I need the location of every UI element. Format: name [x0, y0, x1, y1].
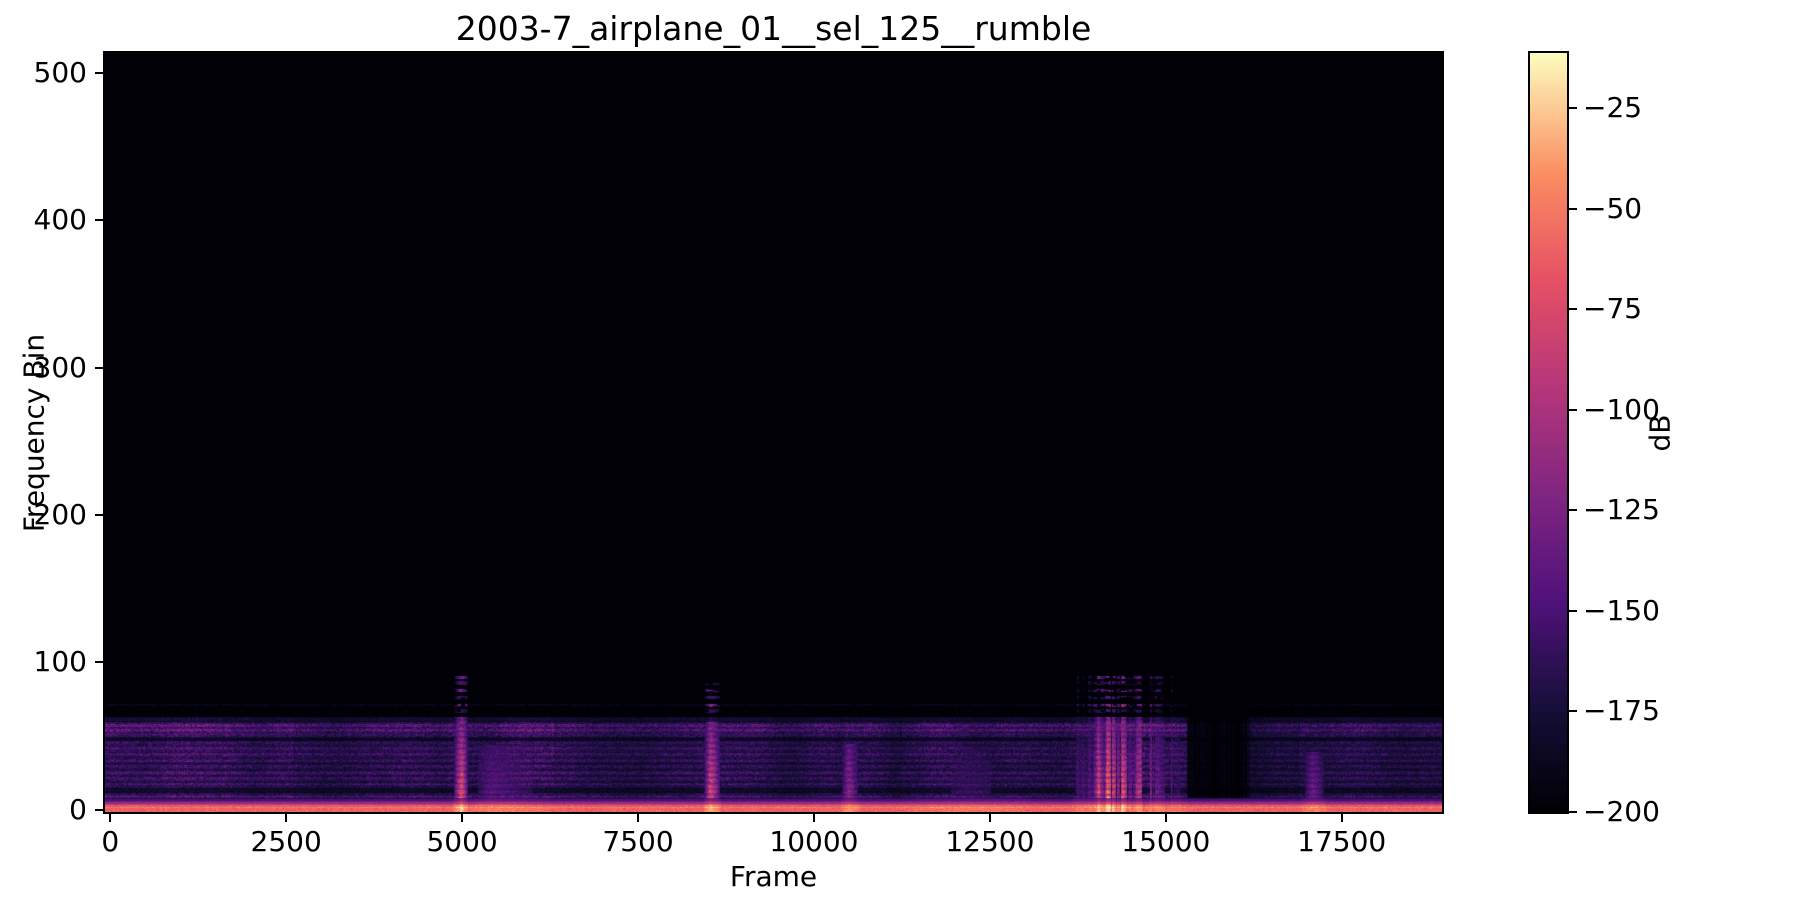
- colorbar: [1528, 51, 1569, 814]
- colorbar-tick-mark: [1567, 609, 1577, 612]
- x-tick-label: 15000: [1121, 825, 1211, 858]
- spectrogram-canvas: [105, 53, 1442, 812]
- colorbar-tick-label: −75: [1583, 292, 1643, 326]
- x-tick-label: 0: [101, 825, 120, 858]
- x-tick-label: 17500: [1297, 825, 1387, 858]
- plot-title: 2003-7_airplane_01__sel_125__rumble: [455, 9, 1092, 48]
- x-tick-mark: [1340, 812, 1343, 822]
- y-tick-label: 500: [33, 55, 87, 89]
- x-tick-label: 2500: [250, 825, 322, 858]
- colorbar-tick-mark: [1567, 408, 1577, 411]
- colorbar-tick-label: −125: [1583, 493, 1660, 527]
- colorbar-tick-mark: [1567, 107, 1577, 110]
- colorbar-tick-mark: [1567, 308, 1577, 311]
- colorbar-tick-label: −175: [1583, 694, 1660, 728]
- colorbar-tick-label: −200: [1583, 795, 1660, 828]
- x-tick-mark: [461, 812, 464, 822]
- x-tick-label: 7500: [602, 825, 674, 858]
- y-tick-label: 200: [33, 498, 87, 532]
- x-tick-label: 12500: [945, 825, 1035, 858]
- colorbar-gradient: [1530, 53, 1567, 812]
- x-tick-mark: [285, 812, 288, 822]
- y-tick-mark: [95, 366, 105, 369]
- x-tick-mark: [1164, 812, 1167, 822]
- colorbar-tick-mark: [1567, 207, 1577, 210]
- y-tick-mark: [95, 219, 105, 222]
- plot-area: [103, 51, 1444, 814]
- colorbar-tick-label: −150: [1583, 593, 1660, 627]
- y-tick-mark: [95, 661, 105, 664]
- y-tick-label: 300: [33, 350, 87, 384]
- x-tick-mark: [988, 812, 991, 822]
- y-tick-mark: [95, 71, 105, 74]
- y-tick-label: 0: [69, 792, 87, 826]
- colorbar-tick-mark: [1567, 509, 1577, 512]
- y-tick-label: 100: [33, 645, 87, 679]
- x-tick-mark: [109, 812, 112, 822]
- colorbar-tick-mark: [1567, 710, 1577, 713]
- x-tick-mark: [812, 812, 815, 822]
- colorbar-tick-mark: [1567, 811, 1577, 813]
- y-tick-label: 400: [33, 203, 87, 237]
- x-tick-label: 10000: [769, 825, 859, 858]
- y-tick-mark: [95, 808, 105, 811]
- colorbar-tick-label: −100: [1583, 392, 1660, 426]
- x-tick-mark: [637, 812, 640, 822]
- x-axis-label: Frame: [729, 860, 818, 893]
- y-tick-mark: [95, 514, 105, 517]
- x-tick-label: 5000: [426, 825, 498, 858]
- colorbar-tick-label: −50: [1583, 191, 1643, 225]
- colorbar-tick-label: −25: [1583, 91, 1643, 125]
